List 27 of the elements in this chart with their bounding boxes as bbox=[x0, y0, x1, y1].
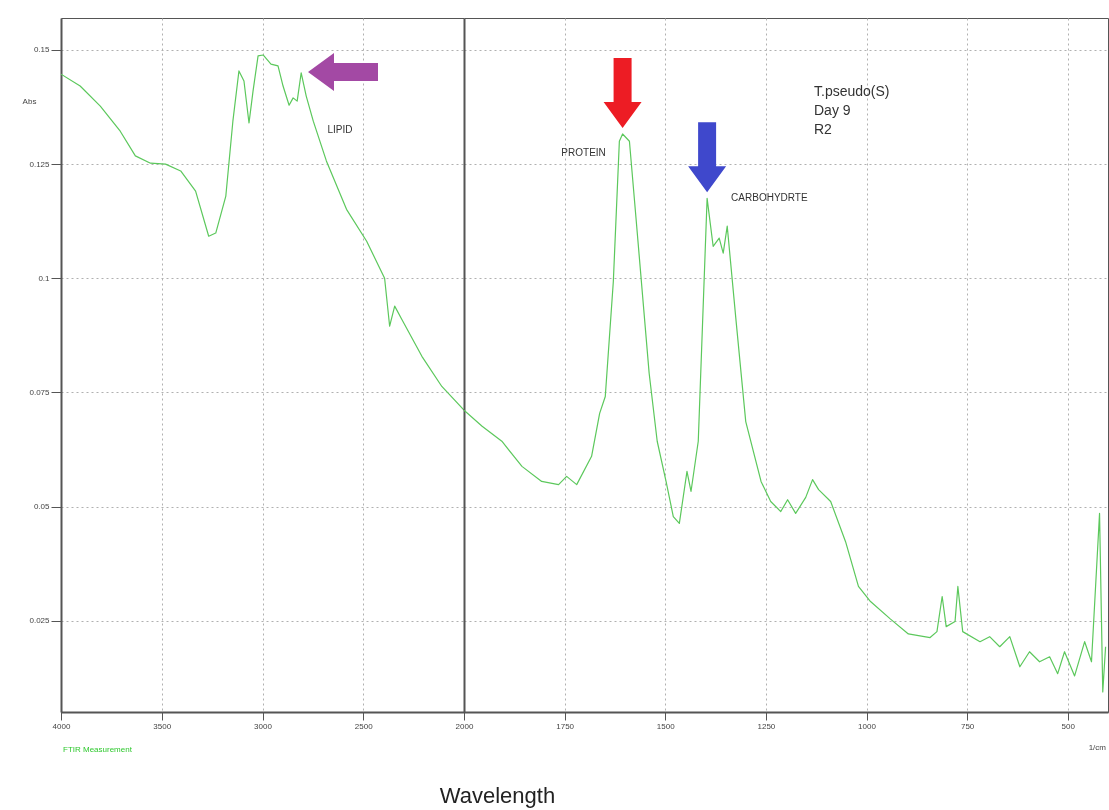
x-tick-label: 2500 bbox=[354, 721, 374, 731]
x-tick-label: 2000 bbox=[455, 721, 474, 731]
y-tick-label: 0.1 bbox=[38, 273, 51, 283]
text: FTIR Measurement bbox=[63, 745, 133, 754]
y-tick-label: 0.05 bbox=[33, 502, 51, 512]
annotation: PROTEIN bbox=[561, 146, 606, 158]
annotation: CARBOHYDRTE bbox=[731, 192, 808, 204]
y-tick-label: 0.15 bbox=[33, 45, 51, 55]
y-tick-label: 0.075 bbox=[29, 387, 51, 397]
annotation: R2 bbox=[814, 121, 833, 137]
text: 1/cm bbox=[1088, 743, 1107, 752]
x-tick-label: 4000 bbox=[52, 721, 71, 731]
annotation: LIPID bbox=[327, 124, 353, 135]
y-tick-label: 0.025 bbox=[29, 616, 51, 626]
x-tick-label: 3500 bbox=[153, 721, 172, 731]
x-tick-label: 750 bbox=[960, 721, 975, 731]
x-tick-label: 1750 bbox=[556, 721, 575, 731]
annotation: T.pseudo(S) bbox=[814, 83, 890, 99]
x-tick-label: 3000 bbox=[254, 721, 273, 731]
x-tick-label: 500 bbox=[1061, 721, 1076, 731]
x-axis-title: Wavelength bbox=[439, 782, 556, 808]
x-tick-label: 1250 bbox=[757, 721, 776, 731]
y-axis-title: Abs bbox=[22, 96, 37, 106]
annotation: Day 9 bbox=[814, 102, 851, 118]
x-tick-label: 1500 bbox=[656, 721, 676, 731]
y-tick-label: 0.125 bbox=[29, 159, 51, 169]
x-tick-label: 1000 bbox=[858, 721, 877, 731]
